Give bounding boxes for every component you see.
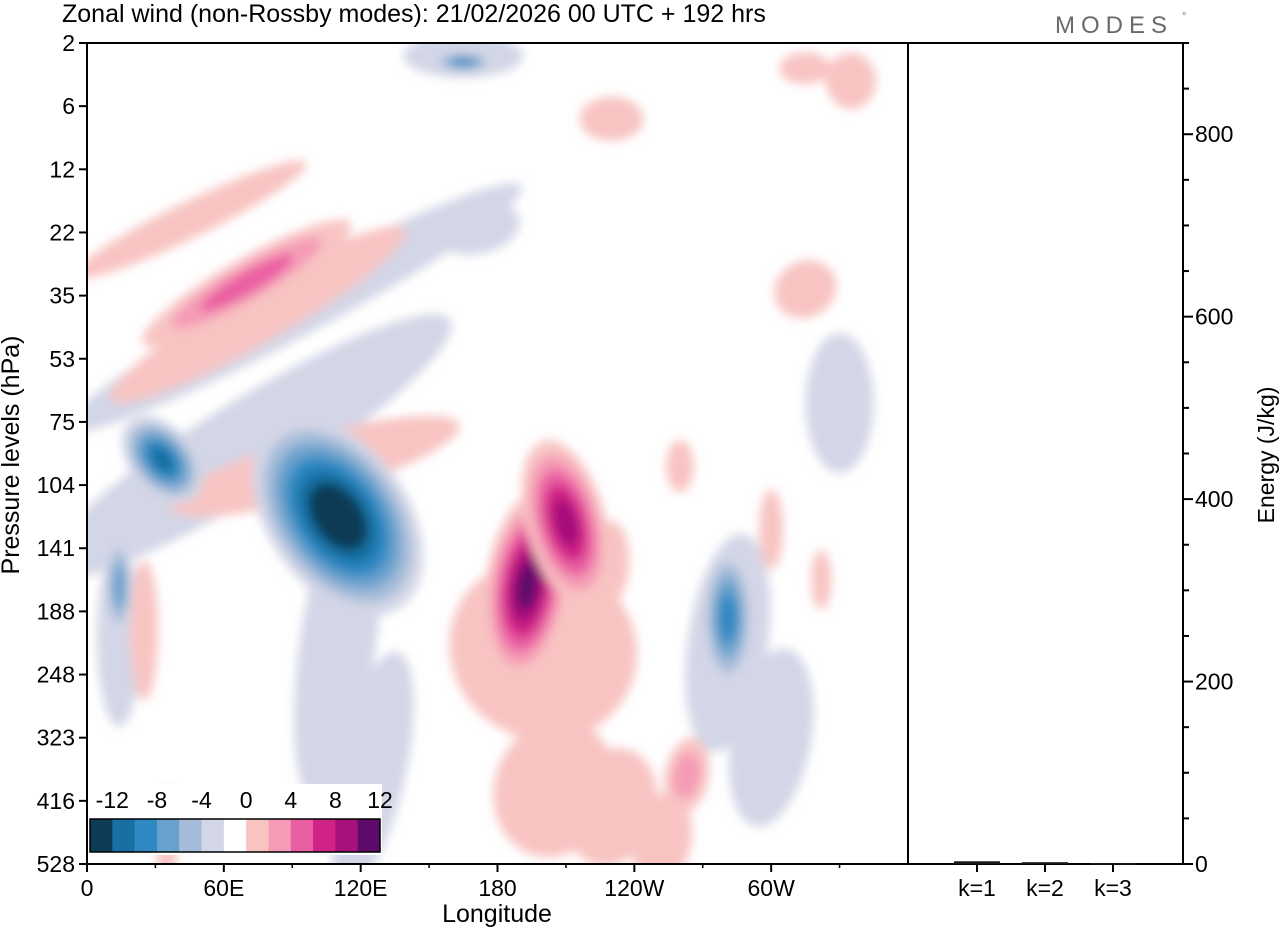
westerly-100w-contour	[665, 440, 694, 493]
y-axis: 2 6 12 22 35 53 75 104 141 188 248 323 416 528	[37, 30, 87, 877]
strong-easterly-core-contour	[319, 495, 356, 538]
energy-tick-label: 200	[1195, 669, 1233, 695]
x-tick-label: 120W	[604, 875, 664, 901]
colorbar-swatch	[156, 819, 180, 852]
westerly-eastedge-contour	[774, 260, 837, 319]
easterly-core-10E-contour	[112, 563, 126, 609]
energy-bars: k=1 k=2 k=3	[954, 861, 1136, 901]
chart-title: Zonal wind (non-Rossby modes): 21/02/202…	[62, 0, 766, 28]
energy-panel: k=1 k=2 k=3 0 200 400 600 800 Energy (J/kg)	[907, 42, 1279, 901]
colorbar-swatch	[223, 819, 247, 852]
energy-bar	[954, 861, 1000, 864]
energy-tick-label: 400	[1195, 486, 1233, 512]
colorbar-swatch	[201, 819, 225, 852]
westerly-80W-contour	[672, 752, 701, 799]
y-tick-label: 75	[49, 409, 75, 435]
colorbar-swatch	[112, 819, 136, 852]
x-tick-label: 180	[478, 875, 516, 901]
energy-axis: 0 200 400 600 800	[1183, 42, 1233, 877]
colorbar-label: -4	[191, 787, 212, 813]
y-tick-label: 53	[49, 346, 75, 372]
x-axis-label: Longitude	[442, 900, 552, 928]
westerly-topright-contour	[825, 52, 876, 109]
y-tick-label: 416	[37, 788, 75, 814]
easterly-core-70W-contour	[718, 593, 737, 643]
energy-tick-label: 800	[1195, 121, 1233, 147]
easterly-eastedge-contour	[805, 332, 874, 473]
easterly-top-core-contour	[452, 58, 474, 66]
y-tick-label: 528	[37, 851, 75, 877]
y-tick-label: 248	[37, 662, 75, 688]
energy-category-label: k=3	[1094, 875, 1132, 901]
y-tick-label: 188	[37, 598, 75, 624]
colorbar-label: -8	[147, 787, 167, 813]
colorbar-swatch	[335, 819, 359, 852]
colorbar-swatch	[246, 819, 269, 852]
colorbar-label: 0	[240, 787, 253, 813]
energy-bar	[1022, 862, 1068, 864]
colorbar-label: 12	[367, 787, 393, 813]
colorbar-swatch	[268, 819, 292, 852]
easterly-envelope-50w-contour	[728, 648, 814, 827]
x-tick-label: 120E	[334, 875, 388, 901]
energy-category-label: k=1	[958, 875, 996, 901]
easterly-core-west-contour	[150, 447, 174, 473]
easterly-diagonal-band-contour	[87, 314, 452, 581]
energy-tick-label: 600	[1195, 304, 1233, 330]
x-tick-label: 0	[81, 875, 94, 901]
brand-registered-mark: °	[1182, 11, 1186, 23]
colorbar-swatch	[179, 819, 202, 852]
y-tick-label: 12	[49, 156, 75, 182]
westerly-upper-180-contour	[579, 96, 644, 141]
y-tick-label: 141	[37, 535, 75, 561]
colorbar-swatch	[134, 819, 158, 852]
colorbar-swatch	[290, 819, 314, 852]
energy-category-label: k=2	[1026, 875, 1064, 901]
westerly-core-east-contour	[516, 563, 538, 609]
colorbar: -12 -8 -4 0 4 8 12	[88, 784, 393, 855]
y-tick-label: 2	[62, 30, 75, 56]
westerly-band-55E-contour	[200, 254, 294, 312]
westerly-10e-contour	[130, 560, 159, 701]
y-tick-label: 22	[49, 219, 75, 245]
westerly-diagonal-upper-contour	[87, 160, 307, 280]
colorbar-swatch	[357, 819, 381, 852]
westerly-deep-100w-contour	[631, 794, 693, 864]
y-tick-label: 35	[49, 283, 75, 309]
x-axis: 0 60E 120E 180 120W 60W	[81, 864, 841, 901]
y-tick-label: 6	[62, 93, 75, 119]
easterly-mid-180-contour	[429, 197, 520, 255]
x-tick-label: 60E	[203, 875, 244, 901]
energy-axis-label: Energy (J/kg)	[1253, 387, 1279, 524]
westerly-core-north-contour	[553, 499, 579, 547]
westerly-40w-contour	[811, 549, 832, 610]
colorbar-swatch	[313, 819, 336, 852]
colorbar-label: 4	[284, 787, 297, 813]
y-tick-label: 104	[37, 472, 76, 498]
y-tick-label: 323	[37, 725, 75, 751]
westerly-topright-2-contour	[779, 52, 832, 85]
brand-logo: MODES	[1055, 12, 1173, 39]
colorbar-label: 8	[329, 787, 342, 813]
colorbar-frame	[89, 818, 381, 853]
y-axis-label: Pressure levels (hPa)	[0, 336, 25, 575]
energy-frame	[907, 42, 1184, 865]
westerly-60w-contour	[759, 489, 784, 570]
westerly-diagonal-mid-contour	[110, 226, 406, 403]
colorbar-swatch	[90, 819, 113, 852]
colorbar-label: -12	[96, 787, 129, 813]
energy-tick-label: 0	[1195, 851, 1208, 877]
x-tick-label: 60W	[748, 875, 796, 901]
energy-bar	[1090, 863, 1136, 865]
heatmap-panel: 0 60E 120E 180 120W 60W 2 6 12 22 35 53 75 104 141 188…	[0, 30, 909, 928]
